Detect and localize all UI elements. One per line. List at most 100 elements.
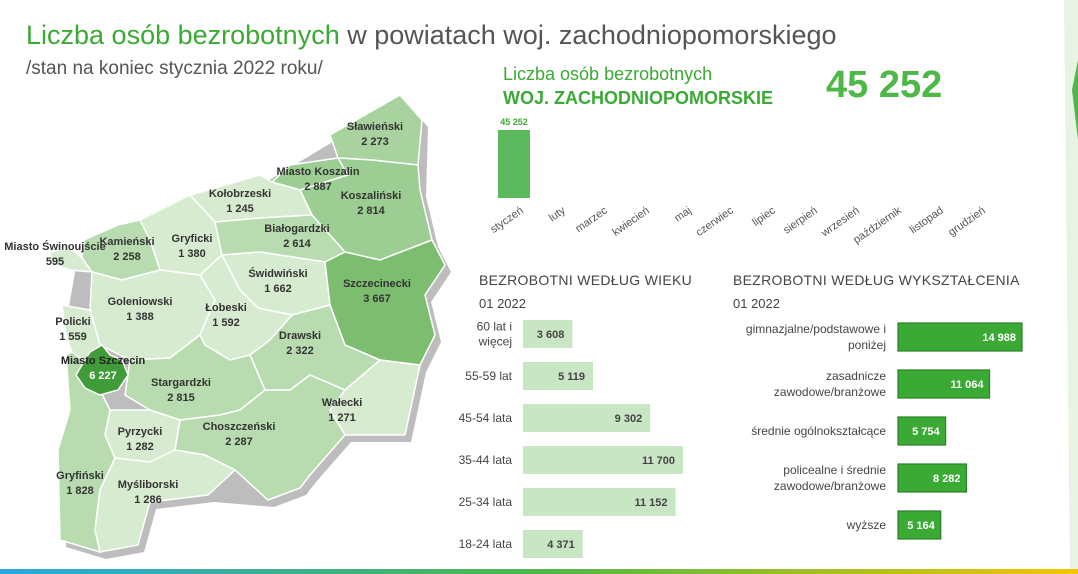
- map-label-stargardzki: Stargardzki: [151, 377, 211, 389]
- edu-chart-title: BEZROBOTNI WEDŁUG WYKSZTAŁCENIA: [733, 272, 1020, 288]
- monthly-chart: 45 252 styczeń luty marzec kwiecień maj czerwi…: [488, 117, 987, 246]
- age-value-label: 11 700: [642, 455, 675, 467]
- map-label-gryfinski: Gryfiński: [56, 470, 104, 482]
- map-value-gryfinski: 1 828: [66, 485, 94, 497]
- month-tick-grudzien: grudzień: [946, 205, 987, 239]
- map-label-koszalinski: Koszaliński: [341, 190, 402, 202]
- age-value-label: 5 119: [558, 371, 585, 383]
- month-tick-styczen: styczeń: [488, 205, 525, 236]
- page-title: Liczba osób bezrobotnych w powiatach woj…: [26, 20, 837, 51]
- map-label-miasto-koszalin: Miasto Koszalin: [276, 166, 359, 178]
- age-value-label: 11 152: [634, 497, 667, 509]
- age-bar-55-59-lat: [523, 362, 594, 390]
- map-label-lobeski: Łobeski: [205, 302, 247, 314]
- edu-bar-wyzsze: [897, 510, 942, 540]
- map-value-kamienski: 2 258: [113, 251, 141, 263]
- map-label-bialogardzki: Białogardzki: [264, 223, 329, 235]
- map-label-goleniowski: Goleniowski: [108, 296, 173, 308]
- map-region-mysliborski: [94, 449, 237, 553]
- map-value-slawienski: 2 273: [361, 136, 389, 148]
- age-bar-18-24-lata: [523, 530, 583, 558]
- map-value-choszczenski: 2 287: [225, 436, 253, 448]
- page-subtitle: /stan na koniec stycznia 2022 roku/: [26, 58, 323, 79]
- kpi-label: Liczba osób bezrobotnych: [503, 64, 713, 84]
- map-value-stargardzki: 2 815: [167, 392, 195, 404]
- edu-value-label: 8 282: [933, 473, 961, 485]
- map-label-miasto-szczecin: Miasto Szczecin: [61, 355, 146, 367]
- map-label-kamienski: Kamieński: [99, 236, 154, 248]
- map-value-swidwinski: 1 662: [264, 283, 292, 295]
- map-label-mysliborski: Myśliborski: [118, 479, 179, 491]
- map-value-goleniowski: 1 388: [126, 311, 154, 323]
- map-value-miasto-koszalin: 2 887: [304, 181, 332, 193]
- month-tick-kwiecien: kwiecień: [610, 205, 651, 239]
- decorative-stripe: [1064, 0, 1078, 574]
- map-value-pyrzycki: 1 282: [126, 441, 154, 453]
- edu-value-label: 11 064: [950, 379, 984, 391]
- edu-cat-label: wyższe: [846, 518, 887, 532]
- month-tick-luty: luty: [547, 204, 568, 224]
- edu-cat-label: zawodowe/branżowe: [774, 385, 886, 399]
- edu-value-label: 14 988: [982, 332, 1016, 344]
- edu-bar-gimnazjalne-podstawowe-i-ponizej: [897, 322, 1023, 352]
- edu-cat-label: zawodowe/branżowe: [774, 479, 886, 493]
- bottom-gradient-bar: [0, 569, 1078, 574]
- age-cat-label: 18-24 lata: [459, 537, 513, 551]
- title-highlight: Liczba osób bezrobotnych: [26, 20, 340, 50]
- age-value-label: 9 302: [615, 413, 643, 425]
- map-label-swidwinski: Świdwiński: [248, 267, 307, 280]
- kpi-value: 45 252: [826, 64, 943, 106]
- edu-cat-label: gimnazjalne/podstawowe i: [746, 322, 886, 336]
- map-value-kolobrzeski: 1 245: [226, 203, 254, 215]
- age-cat-label: więcej: [478, 335, 512, 349]
- edu-bar-srednie-ogolnoksztalcace: [897, 416, 947, 446]
- edu-cat-label: średnie ogólnokształcące: [751, 424, 886, 438]
- month-tick-marzec: marzec: [573, 204, 610, 235]
- age-cat-label: 55-59 lat: [465, 369, 512, 383]
- month-tick-lipiec: lipiec: [750, 204, 778, 228]
- edu-bar-policealne-i-srednie-zawodowe-branzowe: [897, 463, 968, 493]
- map-value-miasto-szczecin: 6 227: [89, 370, 117, 382]
- age-bar-25-34-lata: [523, 488, 676, 516]
- age-bar-60-lat-i-wiecej: [523, 320, 573, 348]
- map-value-miasto-swinoujscie: 595: [46, 256, 64, 268]
- edu-cat-label: policealne i średnie: [783, 463, 886, 477]
- map-label-pyrzycki: Pyrzycki: [118, 426, 163, 438]
- kpi-region: WOJ. ZACHODNIOPOMORSKIE: [503, 88, 774, 108]
- edu-value-label: 5 164: [907, 520, 935, 532]
- month-tick-maj: maj: [672, 205, 693, 225]
- edu-cat-label: zasadnicze: [826, 369, 886, 383]
- month-bar-label: 45 252: [500, 117, 528, 127]
- education-chart: gimnazjalne/podstawowe i poniżej 14 988 zas…: [746, 322, 1023, 540]
- age-chart-date: 01 2022: [479, 296, 526, 311]
- age-cat-label: 25-34 lata: [459, 495, 513, 509]
- age-cat-label: 60 lat i: [477, 320, 512, 334]
- month-tick-czerwiec: czerwiec: [694, 204, 736, 239]
- map-label-kolobrzeski: Kołobrzeski: [209, 188, 271, 200]
- map-label-drawski: Drawski: [279, 330, 321, 342]
- age-chart-title: BEZROBOTNI WEDŁUG WIEKU: [479, 272, 693, 288]
- age-cat-label: 35-44 lata: [459, 453, 513, 467]
- map-value-drawski: 2 322: [286, 345, 314, 357]
- edu-value-label: 5 754: [912, 426, 940, 438]
- edu-bar-zasadnicze-zawodowe-branzowe: [897, 369, 991, 399]
- map-label-miasto-swinoujscie: Miasto Świnoujście: [4, 240, 105, 253]
- map-label-choszczenski: Choszczeński: [203, 421, 276, 433]
- map-label-policki: Policki: [55, 316, 90, 328]
- map-label-gryficki: Gryficki: [172, 233, 213, 245]
- region-map: Sławieński 2 273 Miasto Koszalin 2 887 Kosza…: [4, 94, 451, 559]
- month-tick-sierpien: sierpień: [781, 205, 819, 237]
- map-value-gryficki: 1 380: [178, 248, 206, 260]
- map-value-walecki: 1 271: [328, 412, 356, 424]
- age-cat-label: 45-54 lata: [459, 411, 513, 425]
- map-value-szczecinecki: 3 667: [363, 293, 391, 305]
- edu-chart-date: 01 2022: [733, 296, 780, 311]
- map-value-lobeski: 1 592: [212, 317, 240, 329]
- map-region-szczecin: [75, 344, 129, 396]
- age-bar-35-44-lata: [523, 446, 683, 474]
- title-rest: w powiatach woj. zachodniopomorskiego: [339, 20, 837, 50]
- map-value-policki: 1 559: [59, 331, 87, 343]
- map-value-bialogardzki: 2 614: [283, 238, 311, 250]
- month-tick-pazdziernik: październik: [851, 204, 904, 246]
